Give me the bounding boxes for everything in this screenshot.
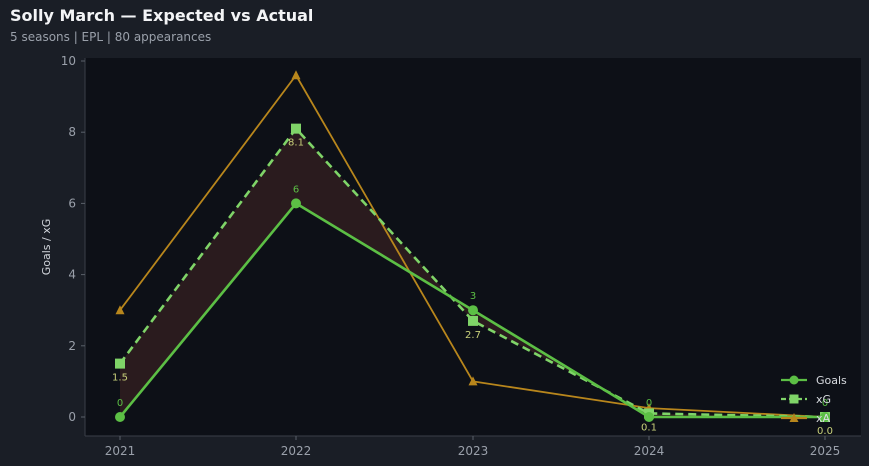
xa-point <box>115 305 125 315</box>
legend-marker-circle <box>789 375 799 385</box>
y-tick-label: 0 <box>68 410 76 424</box>
xg-data-label: 8.1 <box>288 138 304 149</box>
xg-data-label: 1.5 <box>112 373 128 384</box>
xg-data-label: 0.1 <box>641 422 657 433</box>
x-tick-label: 2023 <box>458 444 489 458</box>
legend-label: Goals <box>816 374 847 387</box>
y-tick-label: 2 <box>68 339 76 353</box>
legend-marker-triangle <box>789 413 799 422</box>
goals-data-label: 3 <box>470 291 476 302</box>
xg-point <box>468 315 478 326</box>
goals-point <box>468 305 478 316</box>
goals-data-label: 0 <box>822 398 828 409</box>
chart-title: Solly March — Expected vs Actual <box>10 6 314 25</box>
y-tick-label: 10 <box>61 54 76 68</box>
y-tick-label: 4 <box>68 268 76 282</box>
xg-point <box>115 358 125 369</box>
legend-marker-square <box>789 394 799 404</box>
xg-data-label: 2.7 <box>465 330 481 341</box>
y-axis-label: Goals / xG <box>40 219 53 276</box>
xg-data-label: 0.0 <box>817 426 833 437</box>
goals-point <box>291 198 301 209</box>
y-tick-label: 6 <box>68 196 76 210</box>
legend-label: xG <box>816 393 831 406</box>
legend-label: xA <box>816 412 831 425</box>
goals-point <box>644 412 654 422</box>
x-tick-label: 2021 <box>105 444 136 458</box>
y-tick-label: 8 <box>68 125 76 139</box>
goals-point <box>820 412 830 422</box>
goals-data-label: 0 <box>646 398 652 409</box>
goals-data-label: 6 <box>293 184 299 195</box>
x-tick-label: 2024 <box>634 444 665 458</box>
x-tick-label: 2025 <box>810 444 841 458</box>
xg-line <box>118 127 826 419</box>
goals-data-label: 0 <box>117 398 123 409</box>
xa-point <box>291 70 301 80</box>
xa-point <box>468 376 478 386</box>
goals-point <box>115 412 125 422</box>
x-tick-label: 2022 <box>281 444 312 458</box>
xg-point <box>291 123 301 134</box>
chart-subtitle: 5 seasons | EPL | 80 appearances <box>10 30 212 44</box>
